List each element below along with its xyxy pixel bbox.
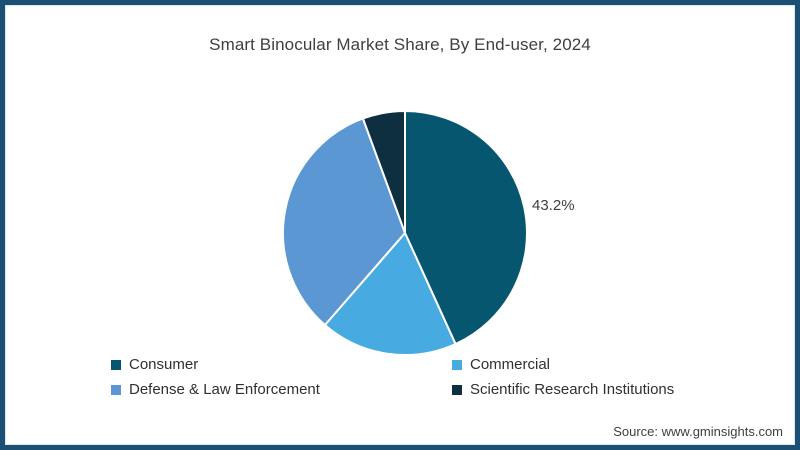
legend: Consumer Defense & Law Enforcement Commer… bbox=[5, 356, 795, 412]
legend-column-right: Commercial Scientific Research Institutio… bbox=[452, 356, 674, 406]
legend-label-scientific-research-institutions: Scientific Research Institutions bbox=[470, 381, 675, 398]
legend-item-defense-law-enforcement: Defense & Law Enforcement bbox=[111, 381, 320, 398]
legend-column-left: Consumer Defense & Law Enforcement bbox=[111, 356, 320, 406]
legend-label-commercial: Commercial bbox=[470, 356, 551, 373]
legend-label-consumer: Consumer bbox=[129, 356, 199, 373]
chart-title: Smart Binocular Market Share, By End-use… bbox=[209, 35, 591, 54]
legend-label-defense-law-enforcement: Defense & Law Enforcement bbox=[129, 381, 320, 398]
legend-swatch-scientific-research-institutions bbox=[452, 384, 462, 395]
legend-swatch-commercial bbox=[452, 359, 462, 370]
legend-swatch-consumer bbox=[111, 359, 121, 370]
legend-swatch-defense-law-enforcement bbox=[111, 384, 121, 395]
pie-slice-consumer bbox=[404, 110, 528, 346]
pie-slice-scientific-research-institutions bbox=[361, 110, 406, 234]
legend-item-commercial: Commercial bbox=[452, 356, 674, 373]
legend-item-consumer: Consumer bbox=[111, 356, 320, 373]
pie-slice-defense-law-enforcement bbox=[282, 117, 406, 327]
pie-chart bbox=[282, 110, 528, 356]
consumer-slice-data-label: 43.2% bbox=[532, 197, 575, 214]
source-attribution: Source: www.gminsights.com bbox=[613, 424, 783, 439]
pie-slice-commercial bbox=[323, 232, 457, 356]
legend-item-scientific-research-institutions: Scientific Research Institutions bbox=[452, 381, 674, 398]
